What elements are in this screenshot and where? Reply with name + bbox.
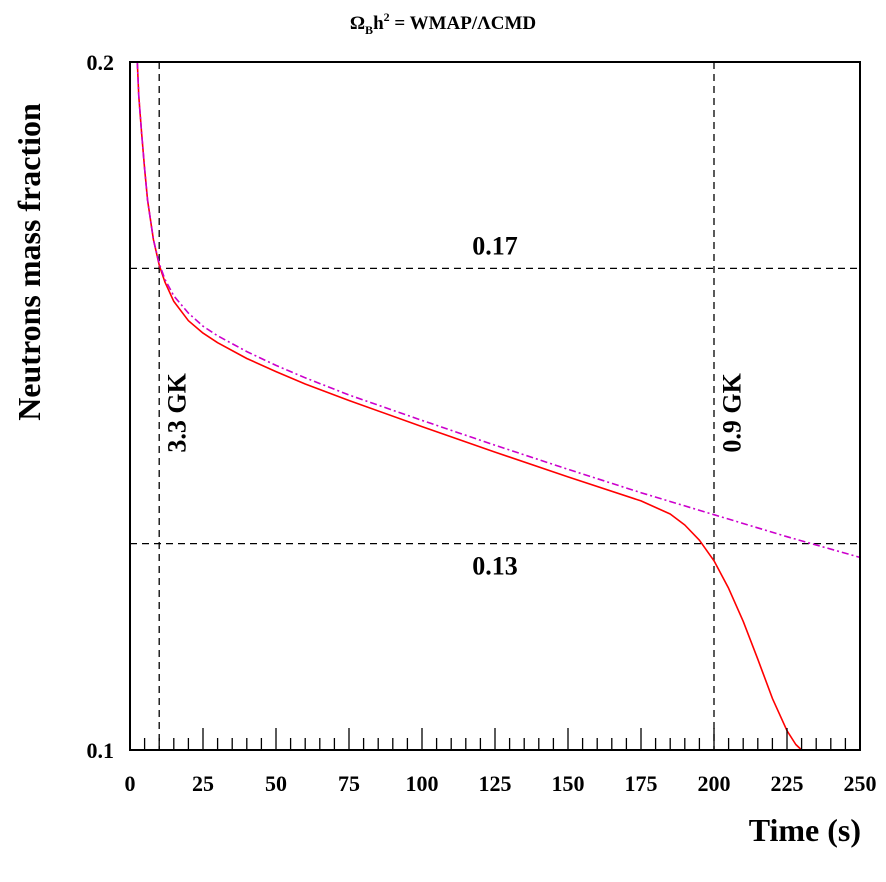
series-line-0 [136,61,803,751]
annotation-1: 0.13 [472,552,518,581]
y-tick-label: 0.2 [87,50,115,75]
annotation-3: 0.9 GK [717,372,746,452]
x-tick-label: 0 [125,771,136,796]
annotation-2: 3.3 GK [163,372,192,452]
x-tick-label: 225 [771,771,804,796]
y-axis-label: Neutrons mass fraction [11,103,47,421]
title-h: h [373,13,384,34]
plot-area: 0 25 50 75 100 125 150 175 200 225 250 0.2 0.1 0.17 0.… [87,50,877,796]
x-tick-label: 25 [192,771,214,796]
y-tick-label: 0.1 [87,738,115,763]
plot-frame [129,61,861,751]
x-tick-label: 75 [338,771,360,796]
x-axis-label: Time (s) [749,812,861,848]
x-tick-label: 50 [265,771,287,796]
annotation-0: 0.17 [472,232,518,261]
x-tick-label: 200 [698,771,731,796]
title-rest: = WMAP/ΛCMD [390,13,537,34]
title-omega-subscript: B [365,23,373,37]
chart-title: ΩBh2 = WMAP/ΛCMD [350,10,536,37]
title-h-superscript: 2 [384,10,390,24]
x-tick-label: 150 [552,771,585,796]
x-tick-label: 125 [479,771,512,796]
title-omega: Ω [350,13,365,34]
x-tick-label: 250 [844,771,877,796]
x-tick-label: 100 [406,771,439,796]
series-line-1 [136,61,861,559]
x-tick-label: 175 [625,771,658,796]
